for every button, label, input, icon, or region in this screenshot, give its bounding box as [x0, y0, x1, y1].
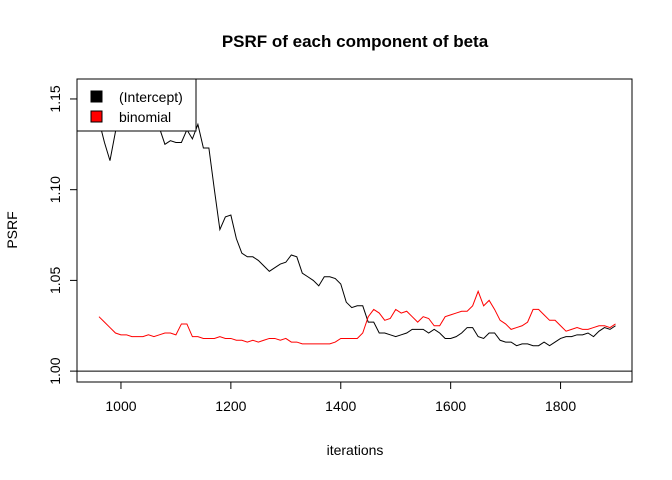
y-axis: 1.00 1.05 1.10 1.15 — [47, 85, 78, 385]
y-tick-label: 1.15 — [47, 85, 63, 112]
x-tick-label: 1400 — [325, 398, 356, 414]
series-line-intercept — [98, 114, 616, 347]
x-tick-label: 1800 — [545, 398, 576, 414]
legend: (Intercept) binomial — [76, 78, 197, 132]
legend-label-binomial: binomial — [119, 109, 171, 125]
legend-swatch-intercept — [90, 90, 103, 103]
y-tick-label: 1.05 — [47, 267, 63, 294]
legend-label-intercept: (Intercept) — [119, 89, 183, 105]
x-tick-label: 1000 — [105, 398, 136, 414]
x-tick-label: 1200 — [215, 398, 246, 414]
legend-box — [76, 78, 197, 132]
legend-swatch-binomial — [90, 110, 103, 123]
series-line-binomial — [98, 289, 616, 345]
x-axis-label: iterations — [327, 442, 384, 458]
y-tick-label: 1.00 — [47, 357, 63, 384]
x-axis: 1000 1200 1400 1600 1800 — [105, 381, 576, 414]
y-tick-label: 1.10 — [47, 176, 63, 203]
chart-title: PSRF of each component of beta — [222, 32, 489, 51]
y-axis-label: PSRF — [4, 211, 20, 248]
x-tick-label: 1600 — [435, 398, 466, 414]
series-layer — [98, 114, 616, 347]
